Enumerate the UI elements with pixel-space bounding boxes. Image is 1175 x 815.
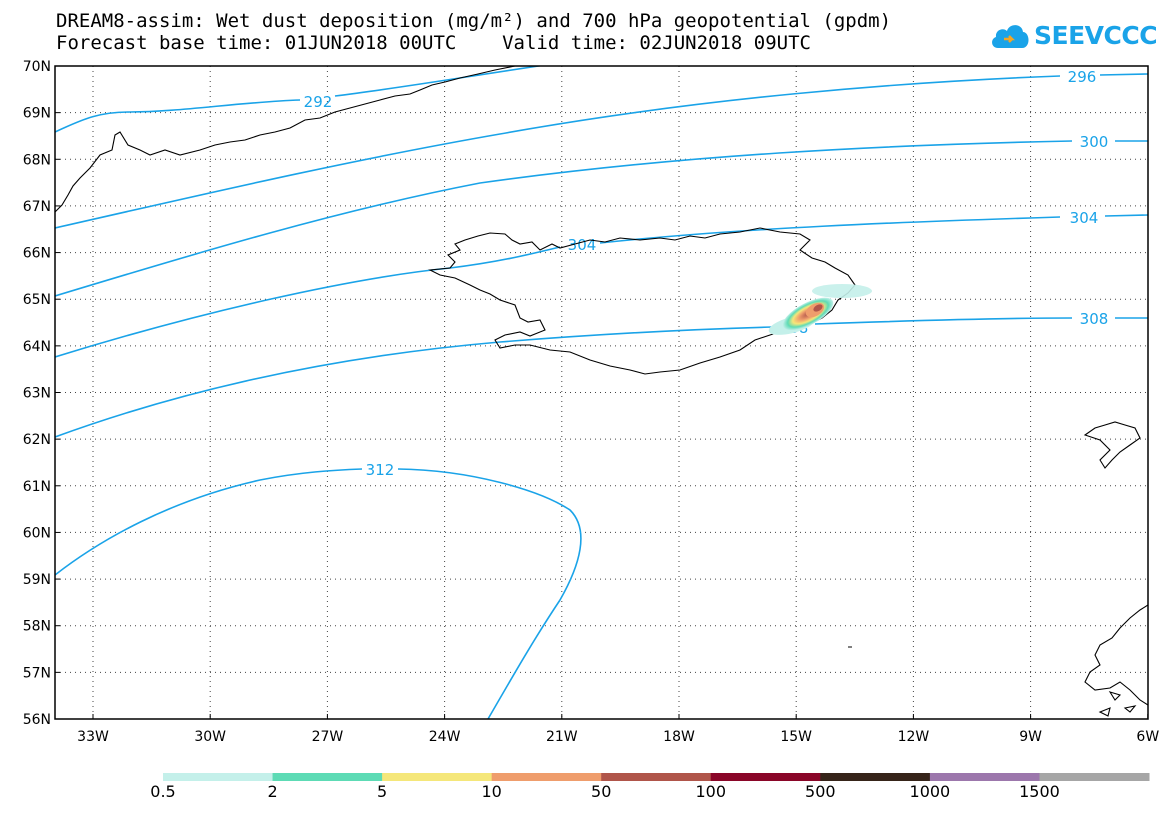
latitude-labels: 70N 69N 68N 67N 66N 65N 64N 63N 62N 61N 60N 59N 58N 5…: [23, 59, 51, 728]
colorbar-label: 1000: [910, 782, 951, 801]
dust-deposition-field: [768, 284, 872, 335]
colorbar-swatch: [163, 773, 274, 781]
lat-label: 70N: [23, 59, 51, 75]
lat-label: 56N: [23, 712, 51, 728]
coast-iceland: [428, 227, 856, 375]
contour-label-308-east: 308: [1080, 310, 1109, 328]
colorbar-swatch: [382, 773, 493, 781]
lat-label: 64N: [23, 339, 51, 355]
lat-label: 57N: [23, 665, 51, 681]
lat-label: 68N: [23, 152, 51, 168]
colorbar-label: 0.5: [150, 782, 175, 801]
colorbar-swatch: [272, 773, 383, 781]
title-line-2: Forecast base time: 01JUN2018 00UTC Vali…: [56, 32, 811, 54]
title-line-1: DREAM8-assim: Wet dust deposition (mg/m²…: [56, 10, 892, 32]
lon-label: 33W: [77, 729, 109, 745]
contour-304: [55, 214, 1148, 358]
lon-label: 12W: [898, 729, 930, 745]
colorbar-label: 50: [591, 782, 611, 801]
colorbar-label: 500: [805, 782, 836, 801]
lat-label: 59N: [23, 572, 51, 588]
map-grid: [55, 65, 1149, 720]
lat-label: 66N: [23, 246, 51, 262]
lat-label: 60N: [23, 525, 51, 541]
lat-label: 69N: [23, 106, 51, 122]
longitude-labels: 33W 30W 27W 24W 21W 18W 15W 12W 9W 6W: [77, 729, 1159, 745]
logo-text: SEEVCCC: [1034, 20, 1158, 50]
lon-label: 27W: [312, 729, 344, 745]
lat-label: 58N: [23, 619, 51, 635]
colorbar-label: 100: [696, 782, 727, 801]
seevccc-logo: SEEVCCC: [990, 18, 1158, 52]
lat-label: 61N: [23, 479, 51, 495]
plot-frame: [54, 65, 1149, 720]
colorbar-label: 1500: [1019, 782, 1060, 801]
colorbar-swatch: [929, 773, 1040, 781]
lat-label: 62N: [23, 432, 51, 448]
coast-islands: [848, 646, 1137, 717]
contour-label-296: 296: [1068, 68, 1097, 86]
contour-labels: 292 296 300 304 304 308 308 312: [304, 68, 1109, 479]
lat-label: 65N: [23, 292, 51, 308]
contour-label-304-east: 304: [1070, 209, 1099, 227]
cloud-logo-icon: [992, 25, 1029, 48]
contour-296: [55, 73, 1148, 229]
coast-scotland: [1084, 604, 1148, 706]
lon-label: 30W: [194, 729, 226, 745]
colorbar-swatch: [491, 773, 602, 781]
lat-label: 67N: [23, 199, 51, 215]
coastlines: [55, 66, 1148, 717]
contour-292: [55, 66, 544, 133]
colorbar: 0.5 2 5 10 50 100 500 1000 1500: [150, 773, 1150, 801]
lon-label: 15W: [780, 729, 812, 745]
lon-label: 18W: [663, 729, 695, 745]
contour-label-292: 292: [304, 93, 333, 111]
colorbar-label: 10: [481, 782, 501, 801]
colorbar-swatch: [601, 773, 712, 781]
geopotential-contours: [55, 66, 1148, 719]
lon-label: 21W: [546, 729, 578, 745]
colorbar-swatch: [1039, 773, 1150, 781]
lon-label: 6W: [1136, 729, 1159, 745]
contour-312: [55, 468, 582, 719]
colorbar-swatch: [820, 773, 931, 781]
lat-label: 63N: [23, 386, 51, 402]
coast-greenland: [55, 66, 516, 213]
contour-label-312: 312: [366, 461, 395, 479]
contour-300: [55, 140, 1148, 297]
contour-label-300: 300: [1080, 133, 1109, 151]
lon-label: 9W: [1019, 729, 1042, 745]
lon-label: 24W: [429, 729, 461, 745]
colorbar-label: 5: [377, 782, 387, 801]
colorbar-swatch: [710, 773, 821, 781]
coast-faroes: [1083, 421, 1141, 469]
contour-308: [55, 317, 1148, 438]
colorbar-label: 2: [267, 782, 277, 801]
